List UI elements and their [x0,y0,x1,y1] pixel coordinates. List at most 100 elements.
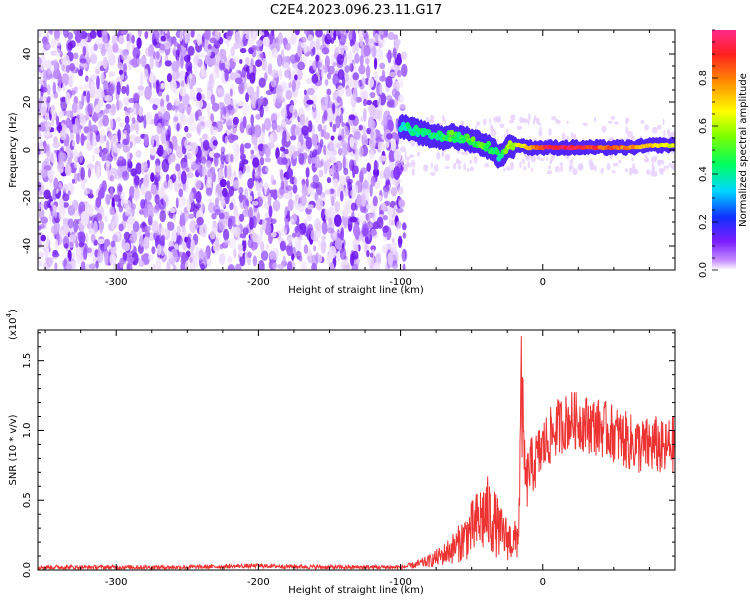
noise-speckle [363,108,367,122]
noise-speckle [227,217,233,230]
noise-speckle [233,248,237,259]
halo-speckle [570,132,574,139]
noise-speckle [126,40,131,53]
noise-speckle [262,36,270,47]
colorbar-ticks [712,29,718,271]
noise-speckle [381,202,387,211]
noise-speckle [75,131,80,145]
noise-speckle [391,179,397,186]
noise-speckle [265,166,269,173]
halo-speckle [626,130,633,138]
halo-speckle [410,139,416,147]
noise-speckle [340,227,344,241]
noise-speckle [359,55,364,66]
noise-speckle [52,249,58,256]
noise-speckle [111,34,118,46]
noise-speckle [245,164,251,173]
noise-speckle [190,30,195,38]
noise-speckle [177,103,186,113]
noise-speckle [268,63,273,76]
noise-speckle [269,250,277,262]
noise-speckle [264,222,272,236]
noise-speckle [93,147,100,155]
noise-speckle [122,138,129,145]
noise-speckle [250,57,254,68]
noise-speckle [348,114,356,121]
noise-speckle [97,98,104,107]
noise-speckle [196,32,202,46]
colorbar-tick-label: 0.0 [698,262,709,278]
noise-speckle [224,93,231,106]
noise-speckle [136,57,142,65]
y-tick-label: -40 [22,238,33,254]
noise-speckle [337,85,345,97]
noise-speckle [289,54,298,64]
noise-speckle [254,143,259,151]
noise-speckle [140,161,145,175]
noise-speckle [71,199,79,211]
noise-speckle [56,115,60,127]
noise-speckle [82,46,87,57]
noise-speckle [114,216,120,228]
y-tick-label: 20 [22,96,33,109]
snr-y-scale-factor: (x104) [5,309,19,340]
noise-speckle [349,216,358,223]
noise-speckle [245,124,253,136]
noise-speckle [73,52,79,60]
noise-speckle [317,61,323,68]
noise-speckle [185,145,192,151]
noise-speckle [98,145,103,158]
noise-speckle [104,216,108,223]
halo-speckle [606,162,611,171]
noise-speckle [180,253,189,263]
noise-speckle [312,105,317,119]
noise-speckle [375,47,384,62]
noise-speckle [205,187,212,196]
noise-speckle [275,84,284,97]
colorbar-tick-label: 0.2 [698,214,709,230]
noise-speckle [310,229,316,241]
noise-speckle [106,160,111,167]
noise-speckle [234,77,243,85]
noise-speckle [160,35,166,42]
noise-speckle [228,238,237,249]
noise-speckle [49,151,57,163]
noise-speckle [281,121,287,128]
noise-speckle [370,129,375,139]
noise-speckle [207,44,212,50]
noise-speckle [343,45,348,52]
noise-speckle [264,117,272,131]
noise-speckle [43,165,52,171]
noise-speckle [297,45,303,58]
noise-speckle [366,162,372,172]
noise-speckle [285,185,293,192]
noise-speckle [390,186,398,197]
noise-speckle [372,45,377,58]
noise-speckle [97,189,103,201]
noise-speckle [248,195,253,202]
noise-speckle [254,171,262,179]
noise-speckle [175,49,180,56]
noise-speckle [172,229,177,243]
noise-speckle [116,99,120,112]
noise-speckle [359,37,364,47]
ridge-core [494,149,500,156]
noise-speckle [45,43,51,50]
noise-speckle [116,54,121,65]
noise-speckle [121,85,127,95]
noise-speckle [57,72,62,87]
noise-speckle [156,226,162,236]
noise-speckle [104,107,110,114]
halo-speckle [608,120,613,124]
noise-speckle [284,69,291,79]
noise-speckle [391,262,399,269]
noise-speckle [334,238,343,250]
noise-speckle [58,210,64,221]
noise-speckle [336,96,342,104]
noise-speckle [232,116,239,125]
noise-speckle [291,253,295,261]
noise-speckle [341,121,346,128]
noise-speckle [352,72,360,81]
halo-speckle [652,165,655,173]
noise-speckle [52,204,57,212]
